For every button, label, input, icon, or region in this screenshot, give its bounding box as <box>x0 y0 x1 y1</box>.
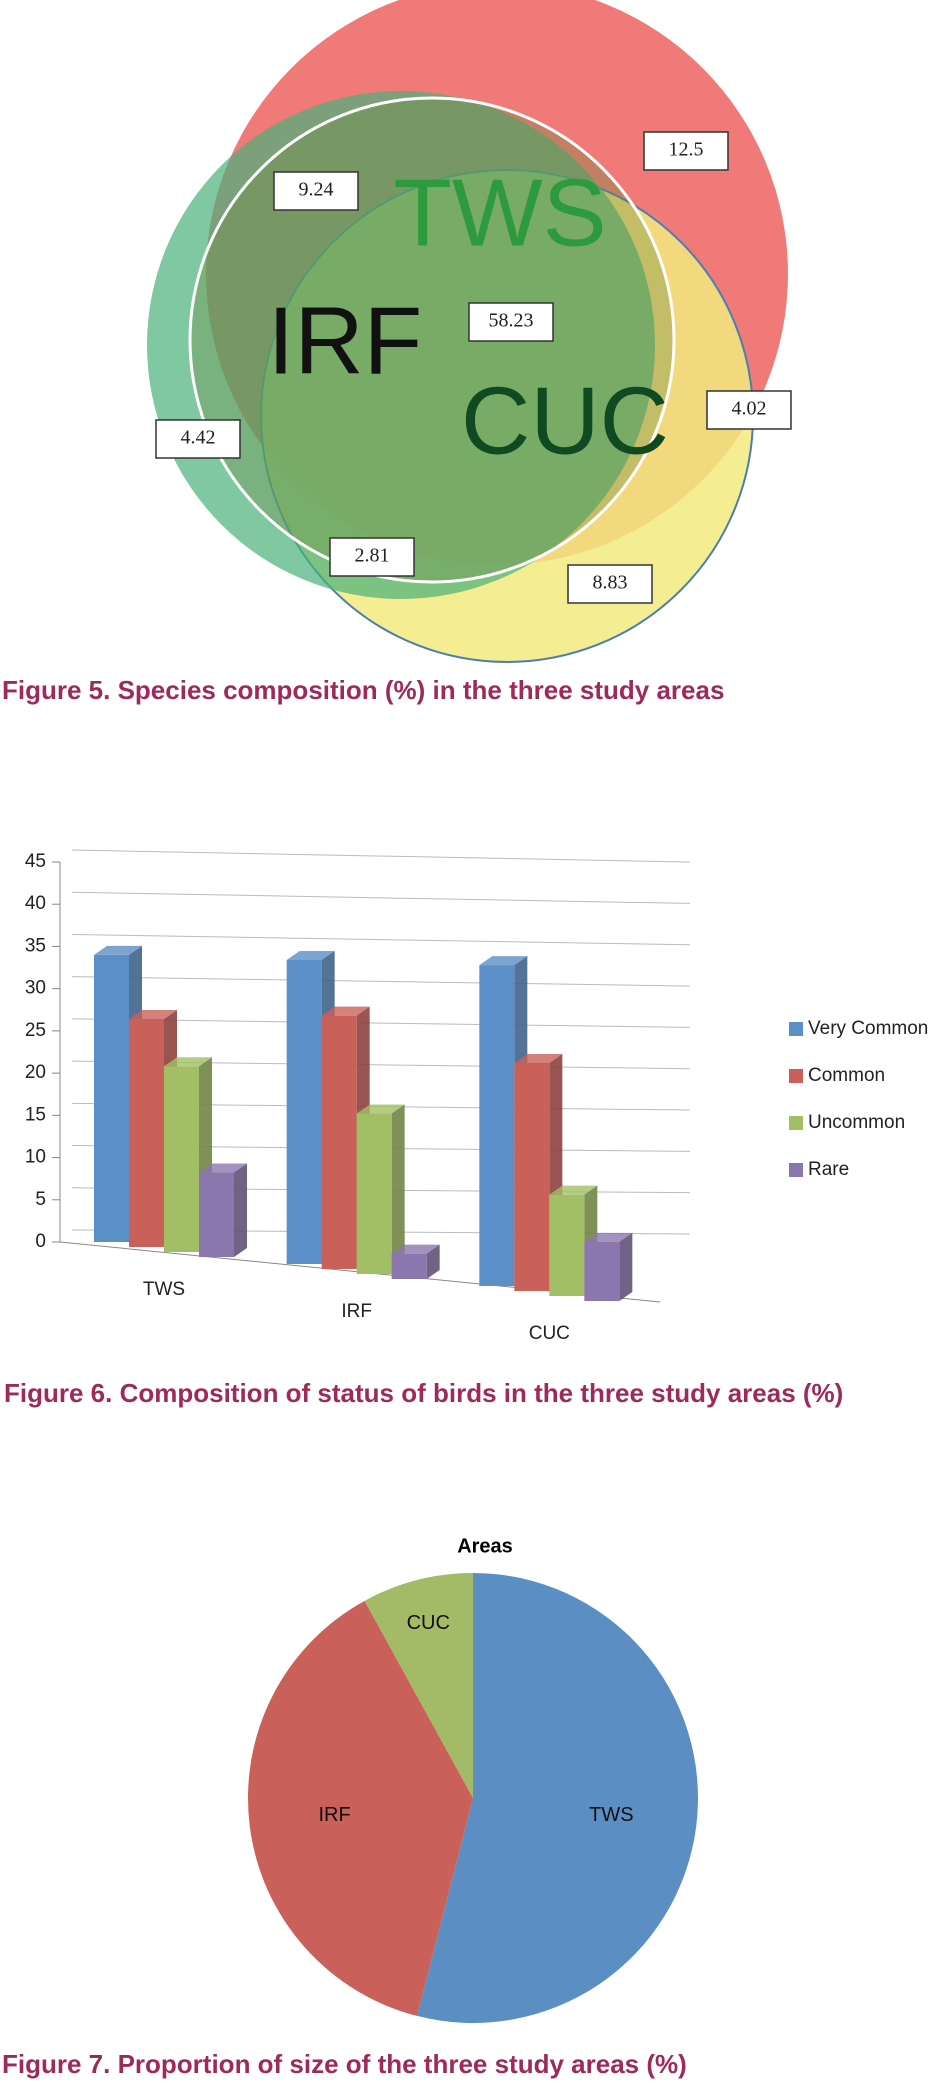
bar-top <box>549 1185 598 1195</box>
bar-front <box>479 965 515 1286</box>
value-label: 8.83 <box>593 572 628 594</box>
value-box <box>706 390 792 430</box>
value-label: 58.23 <box>489 310 534 332</box>
bar-front <box>514 1063 550 1291</box>
bar-front <box>391 1253 427 1279</box>
bar-top <box>164 1057 212 1067</box>
y-tick-label: 40 <box>25 893 46 914</box>
legend-swatch <box>789 1116 803 1130</box>
set-label: IRF <box>268 287 423 394</box>
figure-caption: Figure 5. Species composition (%) in the… <box>2 675 724 705</box>
grid-line <box>71 849 691 863</box>
slice-label: TWS <box>589 1804 633 1826</box>
slice-label: CUC <box>407 1612 450 1634</box>
value-box <box>273 171 359 211</box>
bar <box>199 1163 247 1257</box>
bar-front <box>164 1066 199 1252</box>
value-box <box>155 419 241 459</box>
y-tick-label: 30 <box>25 978 46 999</box>
bar-top <box>199 1163 247 1173</box>
y-tick-label: 20 <box>25 1062 46 1083</box>
value-box <box>567 564 653 604</box>
x-tick-label: IRF <box>341 1301 372 1322</box>
y-tick-label: 10 <box>25 1147 46 1168</box>
pie-slice <box>417 1573 699 2024</box>
figure-caption: Figure 6. Composition of status of birds… <box>4 1378 843 1408</box>
chart-title: Areas <box>457 1535 513 1557</box>
bar-front <box>356 1113 392 1274</box>
bar-side <box>426 1244 440 1279</box>
grid-line <box>71 976 691 987</box>
y-tick-label: 35 <box>25 935 46 956</box>
bar-front <box>129 1019 164 1247</box>
grid-line <box>71 933 691 946</box>
bar-front <box>94 954 129 1242</box>
bar-top <box>321 1006 370 1016</box>
value-box <box>468 302 554 342</box>
bar-top <box>479 956 528 966</box>
legend-label: Very Common <box>808 1018 928 1039</box>
bar-front <box>199 1172 234 1257</box>
bar-side <box>619 1232 633 1301</box>
pie-slice <box>248 1600 473 2016</box>
y-tick-label: 15 <box>25 1104 46 1125</box>
y-tick-label: 25 <box>25 1020 46 1041</box>
legend-swatch <box>789 1022 803 1036</box>
grid-line <box>71 891 691 904</box>
bar-front <box>321 1015 357 1269</box>
legend-label: Rare <box>808 1159 849 1180</box>
x-tick-label: TWS <box>143 1279 185 1300</box>
value-label: 4.42 <box>181 427 216 449</box>
figure-caption: Figure 7. Proportion of size of the thre… <box>2 2049 687 2079</box>
legend-label: Uncommon <box>808 1112 905 1133</box>
y-tick-label: 0 <box>35 1231 46 1252</box>
bar <box>391 1244 440 1279</box>
set-label: CUC <box>461 367 669 474</box>
value-label: 4.02 <box>732 398 767 420</box>
y-tick-label: 45 <box>25 851 46 872</box>
bar-top <box>391 1244 440 1254</box>
set-circle <box>147 91 655 599</box>
bar <box>356 1104 405 1274</box>
bar-top <box>286 951 335 960</box>
bar <box>584 1232 633 1301</box>
bar-side <box>391 1104 405 1274</box>
legend-swatch <box>789 1069 803 1083</box>
x-tick-label: CUC <box>529 1323 570 1344</box>
bar-top <box>514 1054 563 1063</box>
pie-slice <box>364 1573 473 1798</box>
bar-front <box>549 1194 585 1296</box>
legend-swatch <box>789 1163 803 1177</box>
bar-top <box>94 945 142 955</box>
bar-top <box>129 1010 177 1019</box>
y-tick-label: 5 <box>35 1189 46 1210</box>
bar-top <box>356 1104 405 1114</box>
slice-label: IRF <box>318 1804 350 1826</box>
value-label: 12.5 <box>669 139 704 161</box>
bar-top <box>584 1232 633 1242</box>
bar-front <box>286 960 322 1264</box>
bar-front <box>584 1241 620 1301</box>
bar-side <box>234 1163 247 1257</box>
set-circle <box>188 96 676 584</box>
legend-label: Common <box>808 1065 885 1086</box>
value-box <box>643 131 729 171</box>
value-box <box>329 537 415 577</box>
bar <box>514 1054 563 1291</box>
value-label: 9.24 <box>299 179 334 201</box>
value-label: 2.81 <box>355 545 390 567</box>
set-label: TWS <box>393 159 606 266</box>
